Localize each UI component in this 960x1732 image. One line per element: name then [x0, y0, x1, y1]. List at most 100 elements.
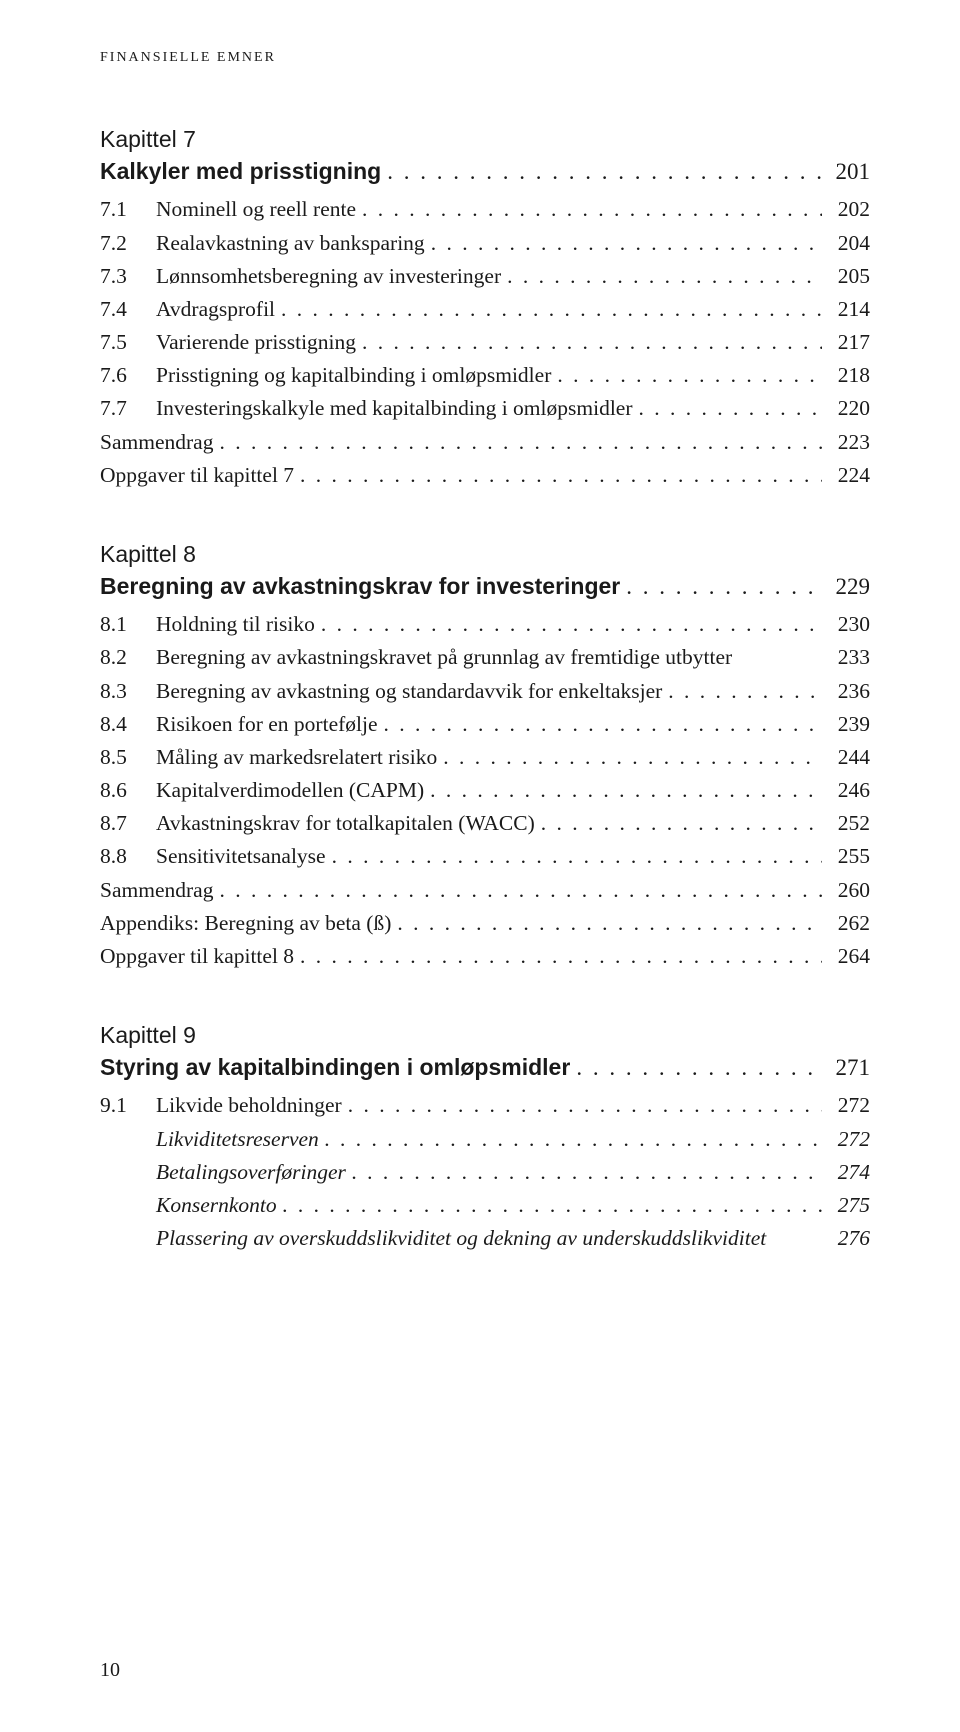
page-ref: 224	[822, 460, 870, 491]
toc-entry: 7.5Varierende prisstigning. . . . . . . …	[100, 327, 870, 358]
section-number: 7.4	[100, 294, 156, 325]
page-ref: 214	[822, 294, 870, 325]
entry-text: Oppgaver til kapittel 8	[100, 941, 294, 972]
leader-dots: . . . . . . . . . . . . . . . . . . . . …	[346, 1157, 822, 1188]
toc-entry: 8.6Kapitalverdimodellen (CAPM). . . . . …	[100, 775, 870, 806]
section-number: 9.1	[100, 1090, 156, 1121]
page-ref: 230	[822, 609, 870, 640]
page-ref: 229	[822, 570, 870, 603]
page-ref: 275	[822, 1190, 870, 1221]
leader-dots: . . . . . . . . . . . . . . . . . . . . …	[391, 908, 822, 939]
section-number: 8.1	[100, 609, 156, 640]
leader-dots: . . . . . . . . . . . . . . . . . . . . …	[535, 808, 822, 839]
leader-dots: . . . . . . . . . . . . . . . . . . . . …	[356, 327, 822, 358]
page-ref: 246	[822, 775, 870, 806]
entry-text: Prisstigning og kapitalbinding i omløpsm…	[156, 360, 551, 391]
toc-entry: 7.6Prisstigning og kapitalbinding i omlø…	[100, 360, 870, 391]
page-ref: 202	[822, 194, 870, 225]
leader-dots: . . . . . . . . . . . . . . . . . . . . …	[342, 1090, 822, 1121]
entry-text: Avkastningskrav for totalkapitalen (WACC…	[156, 808, 535, 839]
chapter-title: Kalkyler med prisstigning	[100, 155, 381, 188]
page-number: 10	[100, 1659, 120, 1682]
page-ref: 220	[822, 393, 870, 424]
chapter-title-line: Beregning av avkastningskrav for investe…	[100, 570, 870, 603]
section-number: 7.2	[100, 228, 156, 259]
entry-text: Sammendrag	[100, 427, 213, 458]
toc-entry: Oppgaver til kapittel 7. . . . . . . . .…	[100, 460, 870, 491]
entry-text: Beregning av avkastning og standardavvik…	[156, 676, 662, 707]
chapter-title-line: Kalkyler med prisstigning. . . . . . . .…	[100, 155, 870, 188]
page-ref: 274	[822, 1157, 870, 1188]
page-ref: 252	[822, 808, 870, 839]
leader-dots: . . . . . . . . . . . . . . . . . . . . …	[213, 875, 822, 906]
entry-text: Risikoen for en portefølje	[156, 709, 378, 740]
leader-dots: . . . . . . . . . . . . . . . . . . . . …	[356, 194, 822, 225]
running-header: FINANSIELLE EMNER	[100, 50, 870, 66]
entry-text: Likvide beholdninger	[156, 1090, 342, 1121]
leader-dots: . . . . . . . . . . . . . . . . . . . . …	[381, 155, 822, 188]
leader-dots: . . . . . . . . . . . . . . . . . . . . …	[213, 427, 822, 458]
toc-entry: 8.5Måling av markedsrelatert risiko. . .…	[100, 742, 870, 773]
toc-entry: Konsernkonto. . . . . . . . . . . . . . …	[100, 1190, 870, 1221]
section-number: 8.4	[100, 709, 156, 740]
section-number: 8.8	[100, 841, 156, 872]
leader-dots: . . . . . . . . . . . . . . . . . . . . …	[294, 941, 822, 972]
page-ref: 217	[822, 327, 870, 358]
page-ref: 223	[822, 427, 870, 458]
toc-entry: 7.3Lønnsomhetsberegning av investeringer…	[100, 261, 870, 292]
chapter-label: Kapittel 7	[100, 126, 870, 153]
section-number: 7.5	[100, 327, 156, 358]
section-number: 7.7	[100, 393, 156, 424]
page-ref: 239	[822, 709, 870, 740]
chapter-block: Kapittel 7Kalkyler med prisstigning. . .…	[100, 126, 870, 491]
section-number: 8.7	[100, 808, 156, 839]
chapter-block: Kapittel 8Beregning av avkastningskrav f…	[100, 541, 870, 972]
entry-text: Avdragsprofil	[156, 294, 275, 325]
page-ref: 233	[822, 642, 870, 673]
leader-dots: . . . . . . . . . . . . . . . . . . . . …	[424, 775, 822, 806]
toc-entry: Sammendrag. . . . . . . . . . . . . . . …	[100, 427, 870, 458]
page-ref: 272	[822, 1124, 870, 1155]
toc-entry: Likviditetsreserven. . . . . . . . . . .…	[100, 1124, 870, 1155]
leader-dots: . . . . . . . . . . . . . . . . . . . . …	[275, 294, 822, 325]
toc-entry: 7.1Nominell og reell rente. . . . . . . …	[100, 194, 870, 225]
entry-text: Beregning av avkastningskravet på grunnl…	[156, 642, 732, 673]
leader-dots: . . . . . . . . . . . . . . . . . . . . …	[551, 360, 822, 391]
entry-text: Plassering av overskuddslikviditet og de…	[156, 1223, 766, 1254]
leader-dots: . . . . . . . . . . . . . . . . . . . . …	[294, 460, 822, 491]
entry-text: Lønnsomhetsberegning av investeringer	[156, 261, 501, 292]
leader-dots: . . . . . . . . . . . . . . . . . . . . …	[437, 742, 822, 773]
page-ref: 272	[822, 1090, 870, 1121]
toc-entry: Plassering av overskuddslikviditet og de…	[100, 1223, 870, 1254]
leader-dots: . . . . . . . . . . . . . . . . . . . . …	[633, 393, 823, 424]
leader-dots: . . . . . . . . . . . . . . . . . . . . …	[277, 1190, 822, 1221]
page-ref: 244	[822, 742, 870, 773]
toc-entry: 7.4Avdragsprofil. . . . . . . . . . . . …	[100, 294, 870, 325]
toc-entry: 8.2Beregning av avkastningskravet på gru…	[100, 642, 870, 673]
toc-entry: 8.4Risikoen for en portefølje. . . . . .…	[100, 709, 870, 740]
chapter-label: Kapittel 9	[100, 1022, 870, 1049]
entry-text: Konsernkonto	[156, 1190, 277, 1221]
entry-text: Varierende prisstigning	[156, 327, 356, 358]
leader-dots: . . . . . . . . . . . . . . . . . . . . …	[378, 709, 822, 740]
entry-text: Investeringskalkyle med kapitalbinding i…	[156, 393, 633, 424]
section-number: 7.1	[100, 194, 156, 225]
leader-dots: . . . . . . . . . . . . . . . . . . . . …	[570, 1051, 822, 1084]
leader-dots: . . . . . . . . . . . . . . . . . . . . …	[620, 570, 822, 603]
toc-entry: 8.7Avkastningskrav for totalkapitalen (W…	[100, 808, 870, 839]
section-number: 8.6	[100, 775, 156, 806]
section-number: 7.6	[100, 360, 156, 391]
chapter-title: Styring av kapitalbindingen i omløpsmidl…	[100, 1051, 570, 1084]
page-ref: 236	[822, 676, 870, 707]
page-ref: 271	[822, 1051, 870, 1084]
toc-entry: Appendiks: Beregning av beta (ß). . . . …	[100, 908, 870, 939]
leader-dots: . . . . . . . . . . . . . . . . . . . . …	[662, 676, 822, 707]
leader-dots: . . . . . . . . . . . . . . . . . . . . …	[319, 1124, 822, 1155]
entry-text: Appendiks: Beregning av beta (ß)	[100, 908, 391, 939]
page-ref: 262	[822, 908, 870, 939]
page-ref: 276	[822, 1223, 870, 1254]
section-number: 8.5	[100, 742, 156, 773]
page-ref: 260	[822, 875, 870, 906]
toc-entry: 7.2Realavkastning av banksparing. . . . …	[100, 228, 870, 259]
page-ref: 205	[822, 261, 870, 292]
